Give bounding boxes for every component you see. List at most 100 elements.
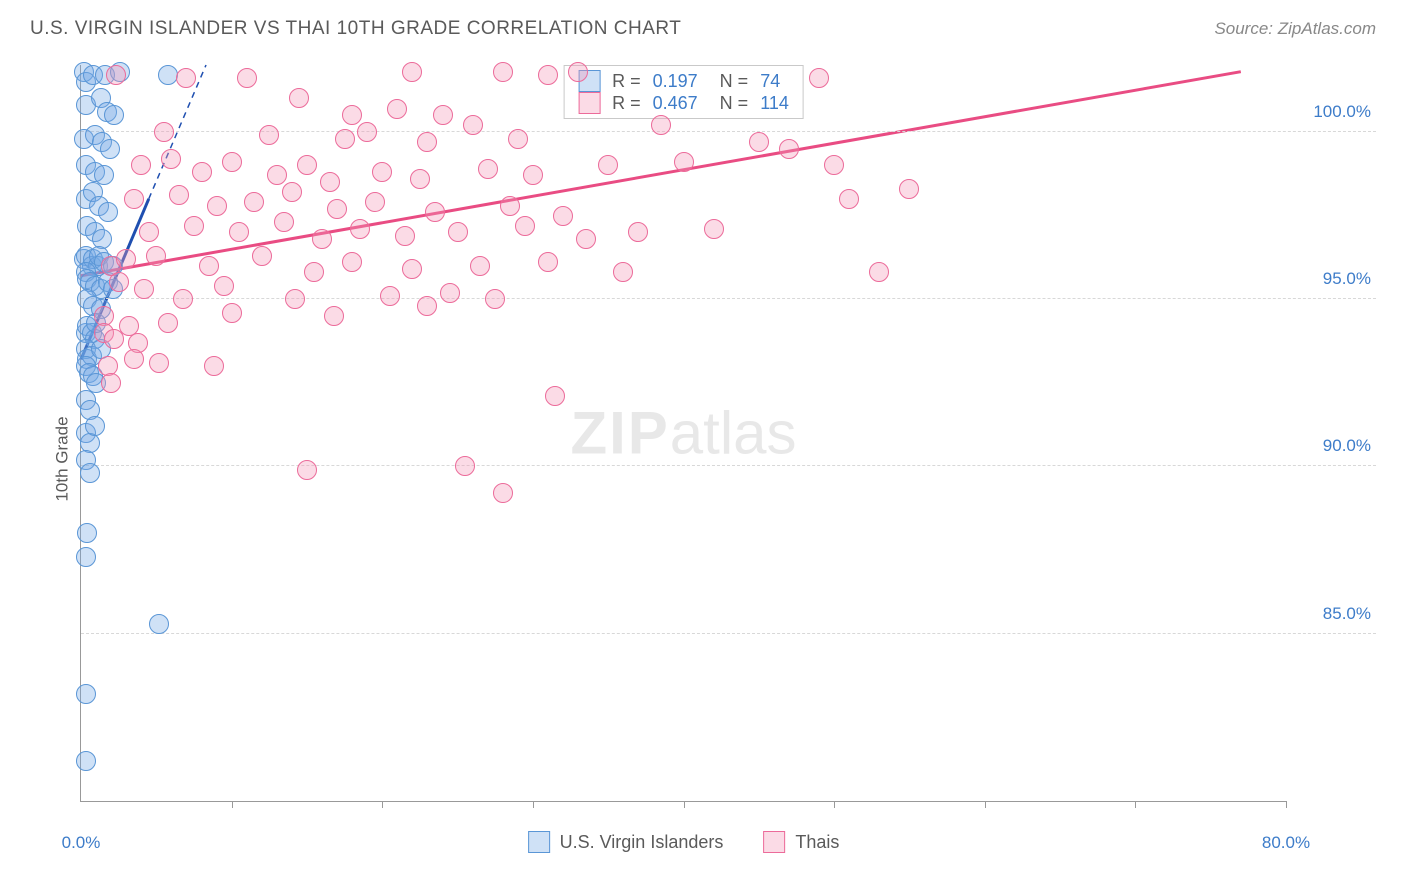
data-point [342, 252, 362, 272]
data-point [222, 152, 242, 172]
data-point [158, 65, 178, 85]
data-point [274, 212, 294, 232]
data-point [598, 155, 618, 175]
data-point [173, 289, 193, 309]
data-point [161, 149, 181, 169]
chart-title: U.S. VIRGIN ISLANDER VS THAI 10TH GRADE … [30, 18, 681, 40]
data-point [395, 226, 415, 246]
data-point [98, 202, 118, 222]
data-point [380, 286, 400, 306]
data-point [568, 62, 588, 82]
data-point [515, 216, 535, 236]
data-point [425, 202, 445, 222]
x-tick-mark [533, 801, 534, 808]
data-point [387, 99, 407, 119]
data-point [282, 182, 302, 202]
x-tick-mark [684, 801, 685, 808]
data-point [252, 246, 272, 266]
data-point [244, 192, 264, 212]
data-point [259, 125, 279, 145]
data-point [410, 169, 430, 189]
y-axis-label: 10th Grade [53, 416, 73, 501]
legend-n-label: N = [710, 93, 749, 114]
legend-n-value: 74 [760, 71, 780, 92]
legend-stats: R = 0.197 N = 74R = 0.467 N = 114 [563, 65, 804, 119]
data-point [267, 165, 287, 185]
data-point [500, 196, 520, 216]
legend-swatch [763, 831, 785, 853]
legend-r-label: R = [612, 93, 641, 114]
data-point [149, 353, 169, 373]
data-point [899, 179, 919, 199]
data-point [131, 155, 151, 175]
chart-source: Source: ZipAtlas.com [1214, 19, 1376, 39]
data-point [350, 219, 370, 239]
x-tick-mark [834, 801, 835, 808]
data-point [402, 259, 422, 279]
data-point [154, 122, 174, 142]
data-point [869, 262, 889, 282]
legend-label: U.S. Virgin Islanders [560, 832, 724, 853]
data-point [312, 229, 332, 249]
data-point [576, 229, 596, 249]
legend-label: Thais [795, 832, 839, 853]
watermark: ZIPatlas [570, 399, 796, 468]
legend-r-label: R = [612, 71, 641, 92]
data-point [76, 547, 96, 567]
data-point [455, 456, 475, 476]
data-point [402, 62, 422, 82]
legend-item: Thais [763, 831, 839, 853]
data-point [478, 159, 498, 179]
data-point [553, 206, 573, 226]
data-point [357, 122, 377, 142]
data-point [749, 132, 769, 152]
data-point [463, 115, 483, 135]
legend-item: U.S. Virgin Islanders [528, 831, 724, 853]
data-point [651, 115, 671, 135]
legend-stat-row: R = 0.197 N = 74 [578, 70, 789, 92]
chart-header: U.S. VIRGIN ISLANDER VS THAI 10TH GRADE … [0, 0, 1406, 48]
data-point [628, 222, 648, 242]
data-point [440, 283, 460, 303]
data-point [229, 222, 249, 242]
x-tick-mark [1286, 801, 1287, 808]
plot-area: ZIPatlas R = 0.197 N = 74R = 0.467 N = 1… [80, 65, 1286, 802]
x-tick-mark [985, 801, 986, 808]
data-point [285, 289, 305, 309]
data-point [297, 155, 317, 175]
data-point [149, 614, 169, 634]
data-point [839, 189, 859, 209]
data-point [146, 246, 166, 266]
x-tick-mark [382, 801, 383, 808]
data-point [508, 129, 528, 149]
data-point [104, 329, 124, 349]
data-point [372, 162, 392, 182]
data-point [158, 313, 178, 333]
data-point [342, 105, 362, 125]
data-point [139, 222, 159, 242]
data-point [327, 199, 347, 219]
data-point [674, 152, 694, 172]
data-point [116, 249, 136, 269]
data-point [204, 356, 224, 376]
legend-swatch [528, 831, 550, 853]
data-point [538, 65, 558, 85]
data-point [545, 386, 565, 406]
data-point [448, 222, 468, 242]
data-point [109, 272, 129, 292]
data-point [470, 256, 490, 276]
data-point [779, 139, 799, 159]
data-point [176, 68, 196, 88]
data-point [214, 276, 234, 296]
data-point [184, 216, 204, 236]
x-tick-mark [232, 801, 233, 808]
data-point [433, 105, 453, 125]
data-point [493, 62, 513, 82]
data-point [100, 139, 120, 159]
x-tick-label: 0.0% [62, 833, 101, 853]
data-point [538, 252, 558, 272]
data-point [289, 88, 309, 108]
data-point [192, 162, 212, 182]
legend-swatch [578, 92, 600, 114]
legend-n-label: N = [710, 71, 749, 92]
